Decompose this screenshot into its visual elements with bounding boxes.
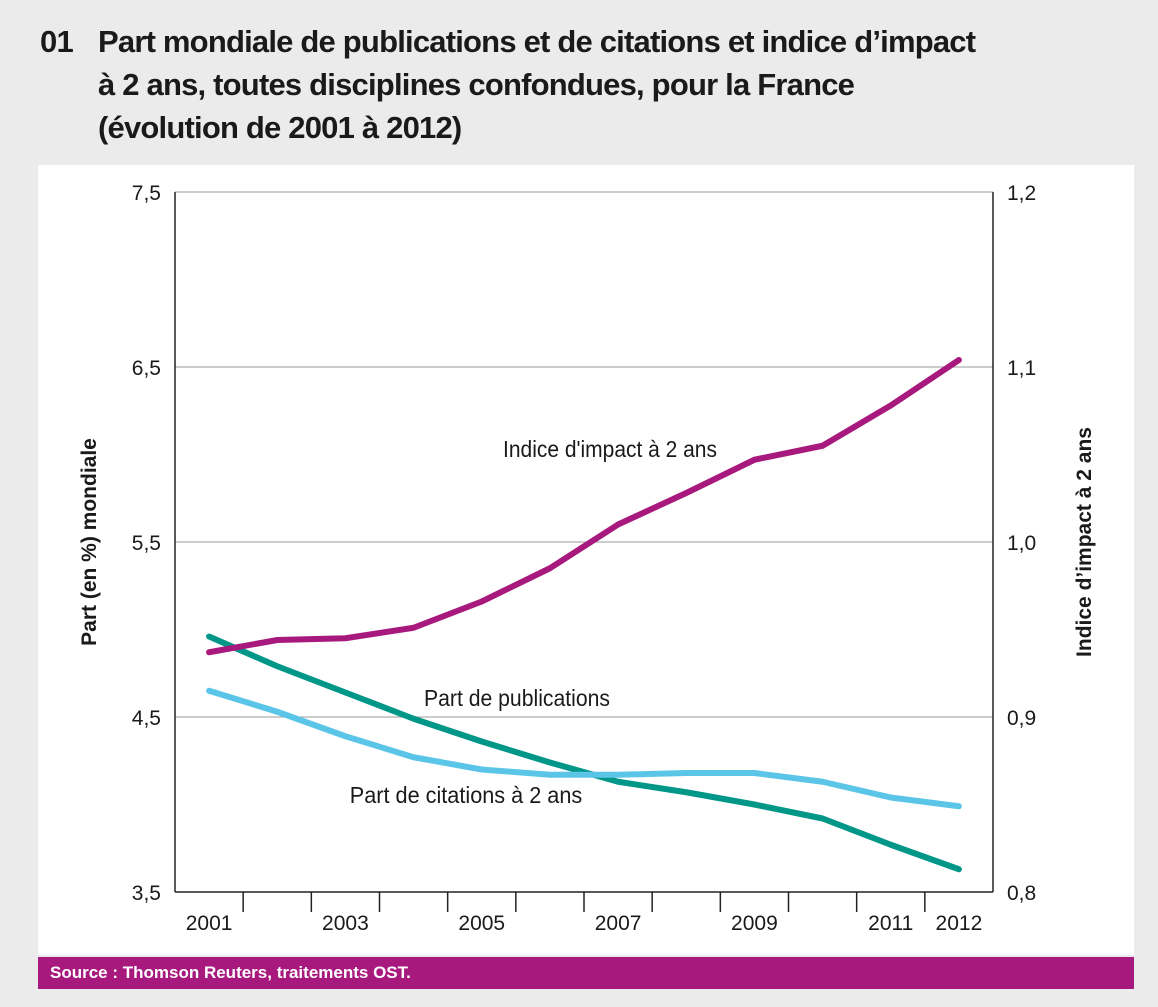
y-axis-title-right: Indice d’impact à 2 ans (1073, 427, 1096, 657)
y-tick-label-right: 0,8 (1007, 882, 1036, 905)
x-tick-label: 2007 (595, 912, 642, 935)
chart-title: 01 Part mondiale de publications et de c… (40, 20, 976, 149)
series-line-publications (206, 633, 962, 873)
y-tick-label-right: 0,9 (1007, 707, 1036, 730)
series-line-impact (206, 357, 962, 656)
title-line-2: à 2 ans, toutes disciplines confondues, … (98, 67, 855, 102)
chart-panel (38, 165, 1134, 955)
title-line-3: (évolution de 2001 à 2012) (98, 110, 462, 145)
title-line-1: Part mondiale de publications et de cita… (98, 24, 976, 59)
y-tick-label-left: 6,5 (132, 357, 161, 380)
y-tick-label-left: 4,5 (132, 707, 161, 730)
x-tick-label: 2001 (186, 912, 233, 935)
x-tick-label: 2012 (936, 912, 983, 935)
y-tick-label-left: 3,5 (132, 882, 161, 905)
y-tick-label-left: 7,5 (132, 182, 161, 205)
series-label: Part de citations à 2 ans (350, 782, 583, 808)
series-label: Part de publications (424, 685, 610, 711)
x-tick-label: 2011 (868, 912, 913, 935)
y-tick-label-right: 1,2 (1007, 182, 1036, 205)
x-tick-label: 2005 (458, 912, 505, 935)
y-tick-label-right: 1,1 (1007, 357, 1036, 380)
figure-number: 01 (40, 24, 74, 59)
x-tick-label: 2003 (322, 912, 369, 935)
x-tick-label: 2009 (731, 912, 778, 935)
source-note: Source : Thomson Reuters, traitements OS… (38, 957, 1134, 989)
y-tick-label-left: 5,5 (132, 532, 161, 555)
series-line-citations (206, 687, 962, 810)
series-label: Indice d'impact à 2 ans (503, 436, 717, 462)
y-tick-label-right: 1,0 (1007, 532, 1036, 555)
y-axis-title-left: Part (en %) mondiale (78, 438, 101, 646)
